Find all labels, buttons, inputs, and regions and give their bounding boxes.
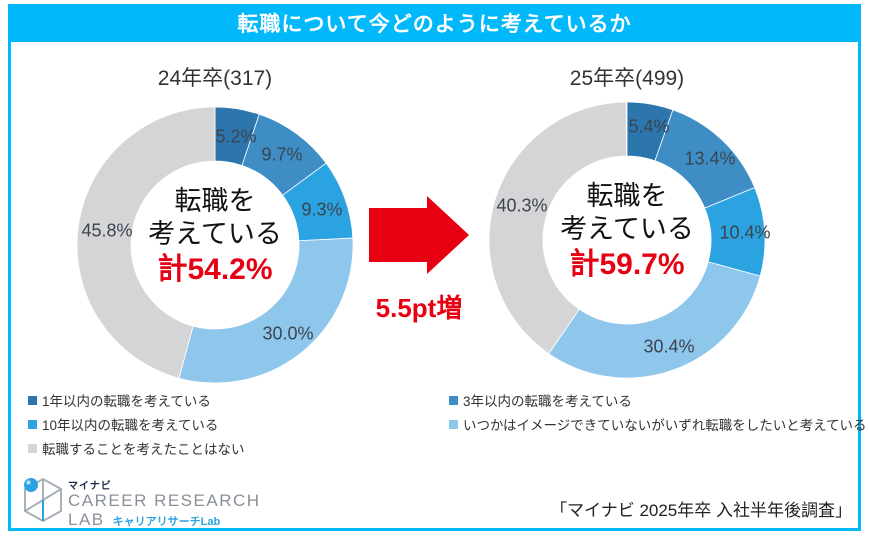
arrow-label: 5.5pt増: [375, 293, 463, 323]
slice-label: 10.4%: [719, 222, 771, 243]
legend-swatch: [28, 443, 37, 453]
legend-label: 10年以内の転職を考えている: [42, 418, 219, 433]
donut-chart-25: [488, 101, 766, 379]
slice-label: 9.7%: [261, 144, 303, 165]
slice-label: 5.4%: [628, 116, 670, 137]
legend-right: 3年以内の転職を考えている いつかはイメージできていないがいずれ転職をしたいと考…: [449, 388, 867, 436]
legend-item: 1年以内の転職を考えている: [28, 388, 245, 412]
legend-label: 3年以内の転職を考えている: [463, 394, 632, 409]
donut-chart-24: [76, 106, 354, 384]
logo-brand: マイナビ: [68, 481, 112, 492]
legend-swatch: [28, 395, 37, 405]
legend-swatch: [28, 419, 37, 429]
legend-item: 3年以内の転職を考えている: [449, 388, 867, 412]
legend-item: いつかはイメージできていないがいずれ転職をしたいと考えている: [449, 412, 867, 436]
chart-title-25: 25年卒(499): [569, 67, 685, 90]
donut-slice: [178, 237, 354, 384]
slice-label: 30.4%: [643, 336, 695, 357]
arrow-shape: [369, 196, 469, 274]
legend-swatch: [449, 395, 458, 405]
legend-label: 1年以内の転職を考えている: [42, 394, 211, 409]
logo-cube-icon: [24, 477, 62, 523]
donut-slice: [548, 261, 761, 379]
logo-line1: CAREER RESEARCH: [68, 491, 261, 510]
logo-text: マイナビ CAREER RESEARCH LAB キャリアリサーチLab: [68, 477, 261, 530]
legend-item: 10年以内の転職を考えている: [28, 412, 245, 436]
arrow-right-icon: [369, 196, 469, 274]
brand-logo: マイナビ CAREER RESEARCH LAB キャリアリサーチLab: [22, 476, 322, 529]
header-bar: 転職について今どのように考えているか: [8, 4, 861, 42]
slice-label: 13.4%: [684, 148, 736, 169]
legend-label: いつかはイメージできていないがいずれ転職をしたいと考えている: [463, 418, 867, 433]
page-title: 転職について今どのように考えているか: [237, 13, 632, 36]
slice-label: 9.3%: [301, 199, 343, 220]
chart-title-24: 24年卒(317): [157, 67, 273, 90]
slice-label: 40.3%: [496, 195, 548, 216]
legend-item: 転職することを考えたことはない: [28, 436, 245, 460]
logo-subtitle: キャリアリサーチLab: [112, 516, 221, 528]
slice-label: 5.2%: [215, 126, 257, 147]
slice-label: 45.8%: [81, 220, 133, 241]
legend-label: 転職することを考えたことはない: [42, 442, 245, 457]
logo-lab: LAB: [68, 510, 105, 529]
logo-line2: LAB キャリアリサーチLab: [68, 510, 261, 530]
donut-slice: [76, 106, 216, 379]
slice-label: 30.0%: [262, 323, 314, 344]
legend-left: 1年以内の転職を考えている 10年以内の転職を考えている 転職することを考えたこ…: [28, 388, 245, 460]
source-note: 「マイナビ 2025年卒 入社半年後調査」: [550, 501, 852, 520]
legend-swatch: [449, 419, 458, 429]
donut-slice: [488, 101, 627, 355]
